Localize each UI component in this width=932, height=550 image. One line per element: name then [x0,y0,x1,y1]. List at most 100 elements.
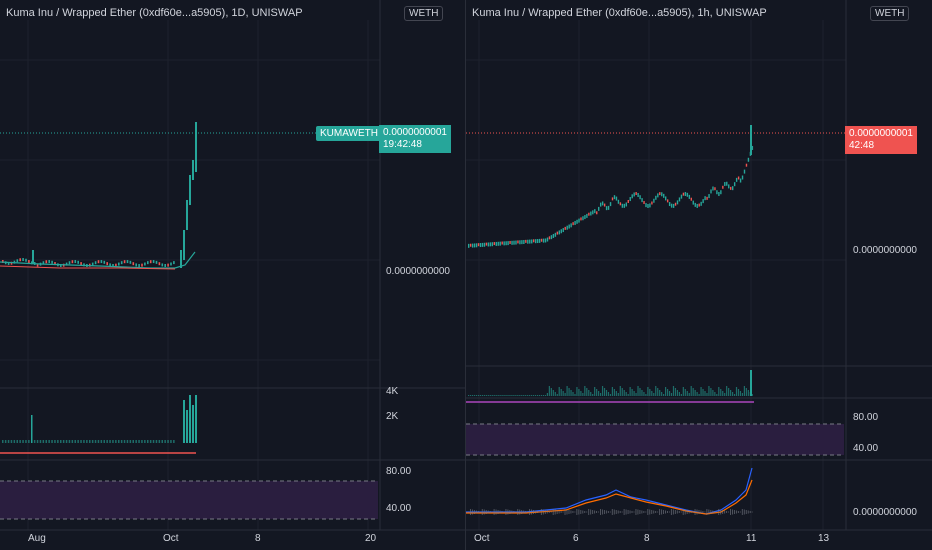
volume-bar [682,387,684,396]
volume-bar [497,395,499,396]
macd-histogram-bar [678,511,680,513]
macd-histogram-bar [670,509,672,515]
volume-bar [529,395,531,396]
left-time-label-aug: Aug [28,533,46,544]
candle [603,203,606,207]
macd-histogram-bar [491,511,493,513]
volume-bar [594,387,596,396]
candle [665,196,667,201]
candle [147,261,149,265]
candle [493,242,496,246]
volume-bar [680,394,682,396]
candle [556,231,559,235]
candle [546,237,549,242]
macd-histogram-bar [601,509,603,515]
volume-bar [54,440,56,443]
volume-bar [13,440,16,443]
candle [554,232,557,237]
macd-histogram-bar [538,511,540,513]
candle [750,125,752,155]
volume-bar [507,395,509,396]
volume-bar [605,390,608,396]
candle [570,223,572,228]
volume-bar [647,387,649,396]
volume-bar [655,386,657,396]
candle [115,263,117,267]
volume-bar [2,440,4,443]
volume-bar [586,388,588,396]
volume-bar [542,395,545,396]
macd-histogram-bar [751,511,753,513]
volume-bar [158,440,161,443]
candle [558,230,561,235]
volume-bar [700,387,702,396]
volume-bar [672,386,675,396]
candle [511,240,513,245]
volume-bar [556,394,558,396]
candle [118,262,120,266]
right-chart-pane[interactable]: Kuma Inu / Wrapped Ether (0xdf60e...a590… [466,0,932,550]
macd-histogram-bar [574,511,576,513]
macd-histogram-bar [588,509,590,515]
macd-histogram-bar [599,509,601,515]
macd-histogram-bar [609,511,611,513]
macd-histogram-bar [531,509,533,515]
candle [674,202,677,206]
macd-histogram-bar [739,511,741,513]
macd-histogram-bar [708,509,710,515]
candle [743,169,746,174]
volume-bar [657,388,659,396]
macd-histogram-bar [743,509,745,515]
macd-histogram-bar [749,511,751,513]
volume-bar [558,387,560,396]
macd-histogram-bar [521,510,523,514]
candle [728,184,730,189]
left-volume-label-2k: 2K [386,411,399,422]
macd-histogram-bar [623,509,625,515]
right-chart-canvas[interactable] [466,0,932,550]
left-chart-pane[interactable]: Kuma Inu / Wrapped Ether (0xdf60e...a590… [0,0,466,550]
macd-histogram-bar [527,511,529,513]
macd-histogram-bar [659,509,661,515]
moving-average-line [0,265,176,270]
macd-histogram-bar [702,511,704,513]
right-currency-badge[interactable]: WETH [870,6,910,21]
candle [702,199,704,204]
macd-histogram-bar [570,510,572,514]
volume-bar [590,392,592,396]
volume-bar [60,440,62,443]
macd-histogram-bar [712,510,714,514]
volume-bar [503,395,505,396]
candle [582,216,584,221]
volume-bar [57,440,59,443]
candle [564,226,566,230]
volume-bar [552,390,554,396]
macd-histogram-bar [621,511,623,513]
volume-bar [718,387,720,396]
volume-bar [45,440,47,443]
volume-bar [708,386,710,396]
macd-histogram-bar [720,509,722,515]
volume-bar [663,394,665,396]
macd-histogram-bar [710,510,712,514]
candle [60,263,62,267]
volume-bar [730,390,732,396]
left-currency-badge[interactable]: WETH [404,6,444,21]
volume-bar [659,390,661,396]
candle [619,202,622,206]
volume-bar [25,440,27,443]
volume-bar [690,386,692,396]
candle [540,238,543,242]
volume-bar [109,440,111,443]
macd-histogram-bar [733,510,735,514]
volume-bar [491,395,493,396]
macd-histogram-bar [653,510,655,514]
candle [106,262,108,266]
candle [560,229,562,234]
volume-bar [120,440,123,443]
left-chart-canvas[interactable] [0,0,466,550]
volume-bar [71,440,74,443]
candle [155,260,158,264]
macd-histogram-bar [635,509,637,515]
volume-bar [617,393,619,396]
